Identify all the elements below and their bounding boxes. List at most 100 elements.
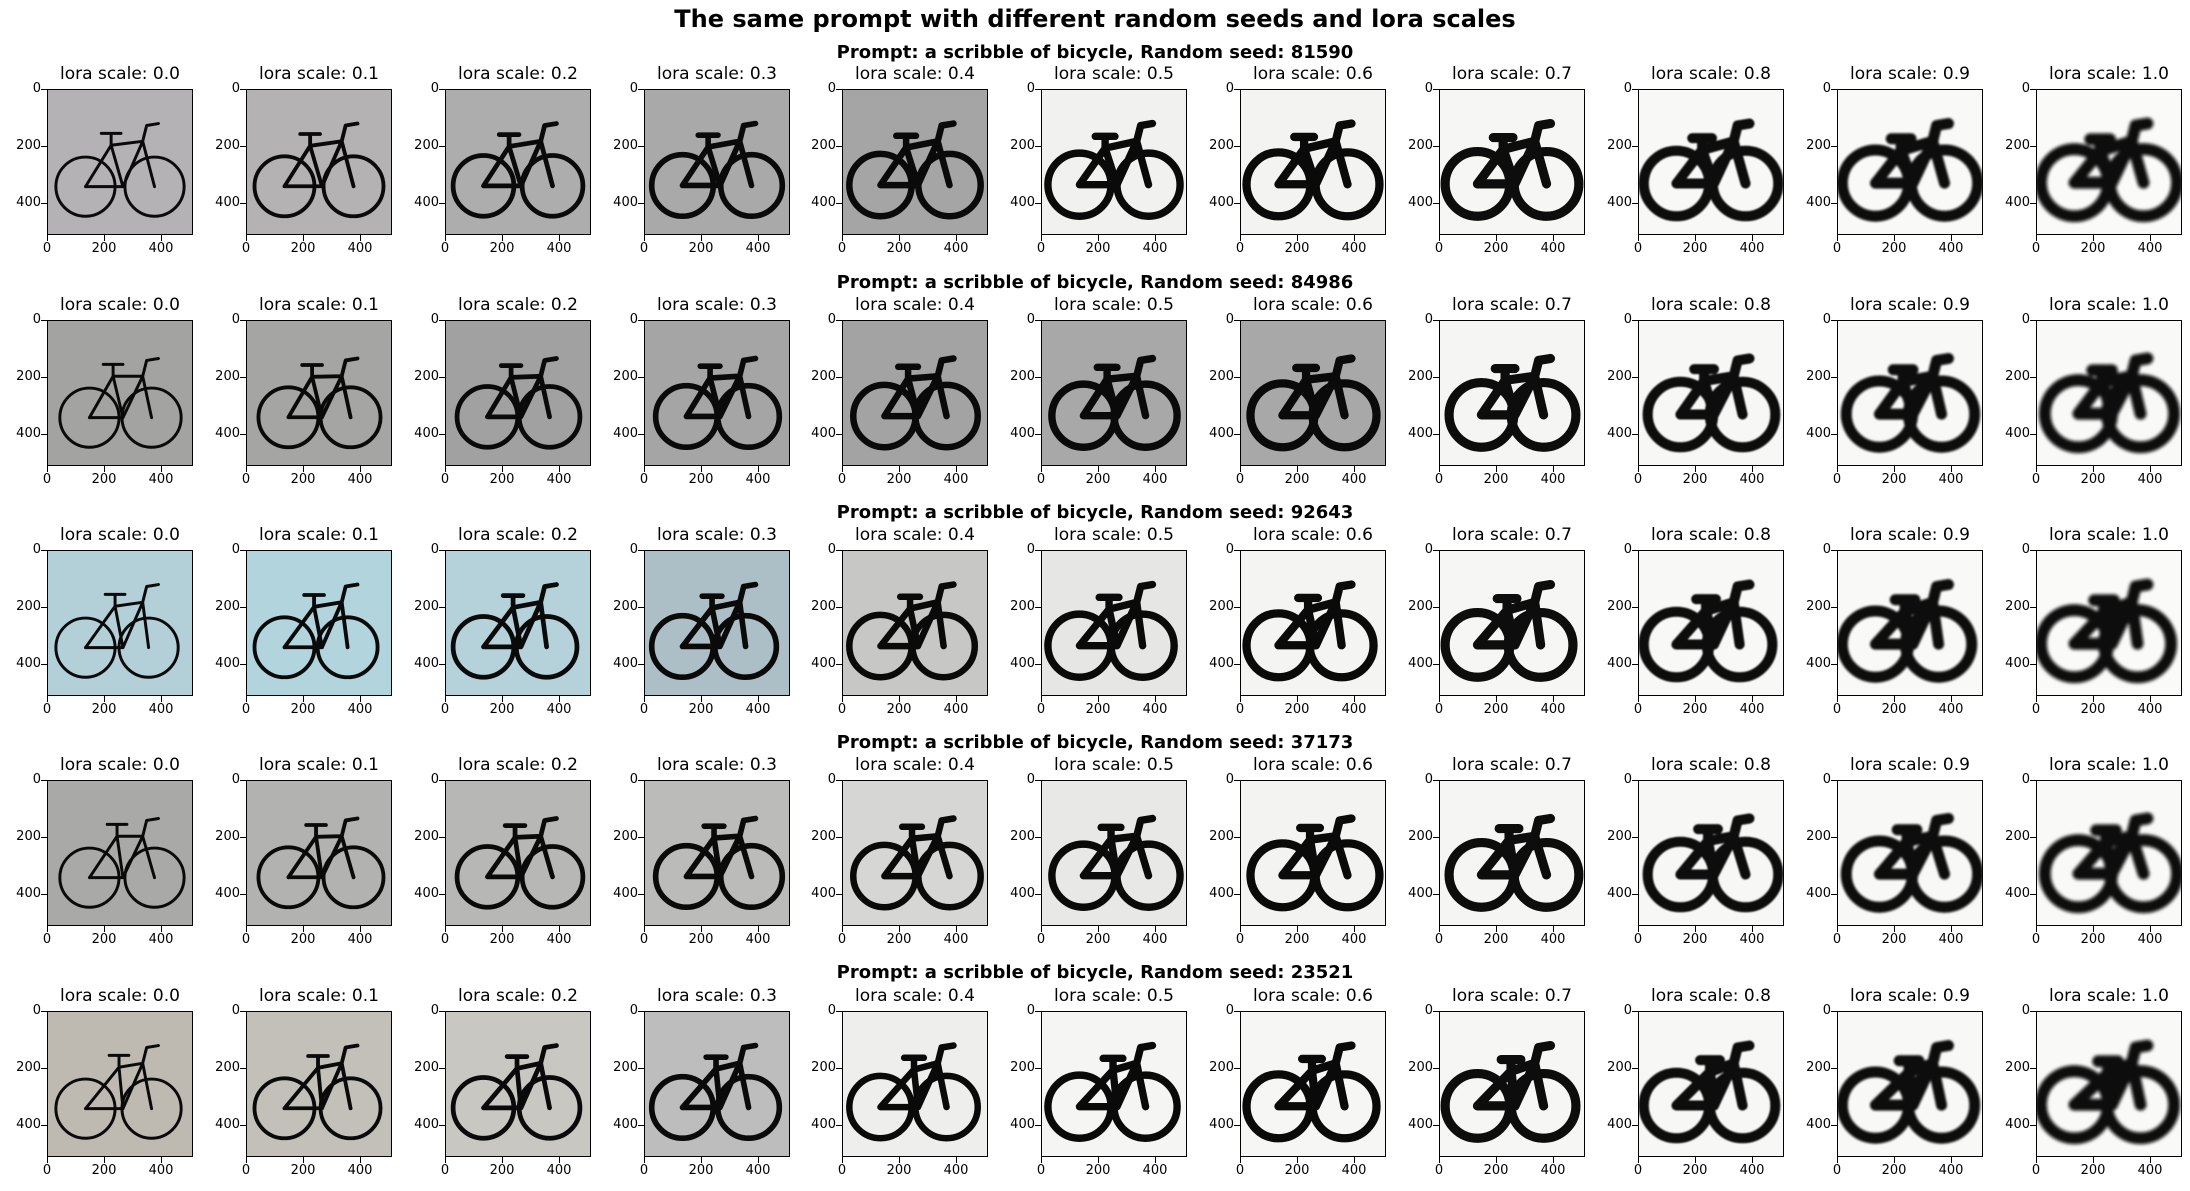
y-tick — [1234, 89, 1240, 90]
bicycle-image — [1041, 780, 1187, 926]
x-tick — [1638, 926, 1639, 932]
x-tick — [1638, 235, 1639, 241]
y-tick-label: 0 — [629, 772, 638, 787]
figure-title: The same prompt with different random se… — [674, 5, 1516, 33]
y-tick — [1234, 203, 1240, 204]
x-tick — [1098, 466, 1099, 472]
x-tick-label: 400 — [745, 702, 771, 717]
y-tick — [2030, 377, 2036, 378]
x-tick-label: 0 — [440, 241, 450, 256]
y-tick-label: 400 — [811, 195, 836, 210]
y-tick-label: 400 — [1607, 886, 1632, 901]
x-tick — [1496, 1157, 1497, 1163]
y-tick-label: 0 — [32, 772, 41, 787]
y-tick — [2030, 1125, 2036, 1126]
y-tick — [240, 203, 246, 204]
y-tick-label: 400 — [1408, 195, 1433, 210]
y-tick-label: 400 — [1806, 1117, 1831, 1132]
x-tick — [1439, 1157, 1440, 1163]
y-tick-label: 200 — [215, 829, 240, 844]
image-panel: lora scale: 1.0 0 200 400 0 200 400 — [2005, 755, 2182, 947]
x-tick — [1354, 235, 1355, 241]
image-panel: lora scale: 0.2 0 200 400 0 200 400 — [414, 755, 591, 947]
y-tick — [2030, 1068, 2036, 1069]
image-panel: lora scale: 0.7 0 200 400 0 200 400 — [1408, 986, 1585, 1178]
y-tick — [836, 894, 842, 895]
panel-title: lora scale: 0.0 — [60, 295, 180, 315]
image-panel: lora scale: 0.8 0 200 400 0 200 400 — [1607, 986, 1784, 1178]
y-tick — [439, 377, 445, 378]
y-tick-label: 400 — [811, 656, 836, 671]
y-tick-label: 0 — [2021, 312, 2030, 327]
bicycle-image — [246, 89, 392, 235]
image-panel: lora scale: 0.3 0 200 400 0 200 400 — [613, 986, 790, 1178]
y-tick — [41, 1125, 47, 1126]
x-tick-label: 0 — [440, 932, 450, 947]
panel-title: lora scale: 0.4 — [855, 525, 975, 545]
y-tick-label: 0 — [827, 81, 836, 96]
panel-title: lora scale: 0.8 — [1651, 986, 1771, 1006]
x-tick — [1354, 466, 1355, 472]
panel-title: lora scale: 0.5 — [1054, 986, 1174, 1006]
x-tick-label: 400 — [148, 1163, 174, 1178]
image-panel: lora scale: 0.6 0 200 400 0 200 400 — [1209, 525, 1386, 717]
x-tick-label: 400 — [546, 241, 572, 256]
bicycle-image — [2036, 550, 2182, 696]
x-tick-label: 400 — [943, 702, 969, 717]
y-tick-label: 200 — [414, 1060, 439, 1075]
x-tick-label: 200 — [1085, 472, 1111, 487]
y-tick — [1632, 894, 1638, 895]
y-tick — [2030, 89, 2036, 90]
panel-title: lora scale: 0.8 — [1651, 755, 1771, 775]
x-tick — [1837, 1157, 1838, 1163]
y-tick-label: 0 — [1026, 1003, 1035, 1018]
y-tick — [1831, 837, 1837, 838]
y-tick — [1234, 1068, 1240, 1069]
x-tick-label: 400 — [148, 702, 174, 717]
y-tick — [1632, 434, 1638, 435]
y-tick-label: 200 — [1806, 1060, 1831, 1075]
x-tick-label: 200 — [886, 932, 912, 947]
bicycle-image — [2036, 1011, 2182, 1157]
y-tick-label: 200 — [1408, 599, 1433, 614]
y-tick-label: 0 — [32, 81, 41, 96]
image-panel: lora scale: 0.5 0 200 400 0 200 400 — [1010, 64, 1187, 256]
x-tick — [1837, 926, 1838, 932]
y-tick-label: 200 — [811, 138, 836, 153]
x-tick — [701, 1157, 702, 1163]
x-tick-label: 400 — [148, 241, 174, 256]
x-tick-label: 200 — [1682, 932, 1708, 947]
y-tick — [1831, 894, 1837, 895]
bicycle-image — [1837, 780, 1983, 926]
x-tick-label: 400 — [1938, 702, 1964, 717]
y-tick — [638, 89, 644, 90]
x-tick-label: 200 — [1682, 702, 1708, 717]
x-tick — [644, 926, 645, 932]
y-tick — [1831, 203, 1837, 204]
y-tick-label: 400 — [414, 1117, 439, 1132]
x-tick-label: 200 — [489, 241, 515, 256]
y-tick-label: 200 — [1010, 1060, 1035, 1075]
y-tick-label: 200 — [1607, 829, 1632, 844]
y-tick — [1433, 1068, 1439, 1069]
y-tick-label: 400 — [1806, 886, 1831, 901]
image-panel: lora scale: 0.8 0 200 400 0 200 400 — [1607, 64, 1784, 256]
bicycle-image — [246, 1011, 392, 1157]
x-tick — [1894, 466, 1895, 472]
y-tick — [2030, 434, 2036, 435]
x-tick-label: 0 — [42, 702, 52, 717]
x-tick-label: 400 — [347, 702, 373, 717]
x-tick-label: 200 — [1881, 241, 1907, 256]
y-tick-label: 200 — [2005, 829, 2030, 844]
y-tick — [1831, 89, 1837, 90]
image-panel: lora scale: 1.0 0 200 400 0 200 400 — [2005, 64, 2182, 256]
y-tick-label: 0 — [1225, 1003, 1234, 1018]
x-tick — [1752, 235, 1753, 241]
y-tick — [638, 434, 644, 435]
y-tick — [1632, 320, 1638, 321]
x-tick — [1297, 696, 1298, 702]
x-tick-label: 400 — [1540, 241, 1566, 256]
x-tick — [303, 1157, 304, 1163]
y-tick — [1035, 320, 1041, 321]
x-tick — [502, 696, 503, 702]
